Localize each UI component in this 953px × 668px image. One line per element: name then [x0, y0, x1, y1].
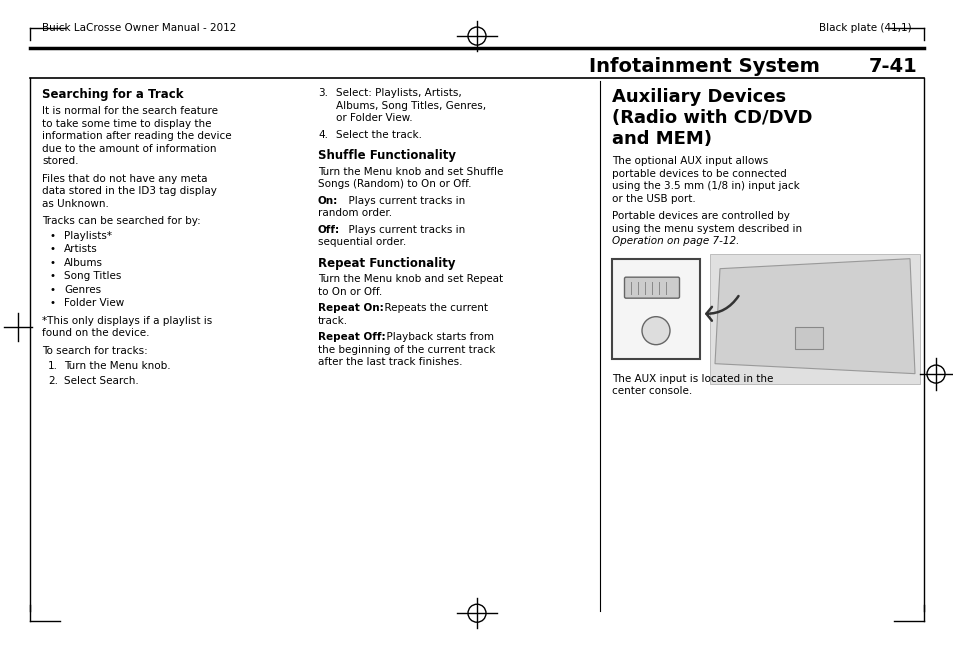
Polygon shape [714, 259, 914, 373]
Text: Plays current tracks in: Plays current tracks in [341, 196, 465, 206]
Text: Turn the Menu knob and set Repeat: Turn the Menu knob and set Repeat [317, 274, 502, 284]
Text: Searching for a Track: Searching for a Track [42, 88, 183, 101]
Text: Black plate (41,1): Black plate (41,1) [819, 23, 911, 33]
Text: (Radio with CD/DVD: (Radio with CD/DVD [612, 109, 812, 127]
Text: using the 3.5 mm (1/8 in) input jack: using the 3.5 mm (1/8 in) input jack [612, 181, 799, 191]
Text: The optional AUX input allows: The optional AUX input allows [612, 156, 767, 166]
Text: Plays current tracks in: Plays current tracks in [341, 224, 465, 234]
Text: stored.: stored. [42, 156, 78, 166]
Text: 1.: 1. [48, 361, 58, 371]
Text: Select: Playlists, Artists,: Select: Playlists, Artists, [335, 88, 461, 98]
Text: *This only displays if a playlist is: *This only displays if a playlist is [42, 316, 212, 326]
Text: due to the amount of information: due to the amount of information [42, 144, 216, 154]
Text: Files that do not have any meta: Files that do not have any meta [42, 174, 208, 184]
Text: Auxiliary Devices: Auxiliary Devices [612, 88, 785, 106]
Text: Albums: Albums [64, 258, 103, 268]
Bar [794, 327, 822, 349]
Text: Shuffle Functionality: Shuffle Functionality [317, 149, 456, 162]
Text: information after reading the device: information after reading the device [42, 131, 232, 141]
Text: Repeats the current: Repeats the current [377, 303, 488, 313]
Text: Repeat On:: Repeat On: [317, 303, 383, 313]
Circle shape [641, 317, 669, 345]
Text: Select the track.: Select the track. [335, 130, 421, 140]
Text: to take some time to display the: to take some time to display the [42, 119, 212, 129]
Text: center console.: center console. [612, 386, 692, 396]
Text: To search for tracks:: To search for tracks: [42, 345, 148, 355]
Text: found on the device.: found on the device. [42, 328, 150, 338]
Text: Tracks can be searched for by:: Tracks can be searched for by: [42, 216, 200, 226]
Text: track.: track. [317, 316, 348, 326]
Text: Repeat Functionality: Repeat Functionality [317, 257, 455, 270]
Text: after the last track finishes.: after the last track finishes. [317, 357, 462, 367]
Text: Infotainment System: Infotainment System [589, 57, 820, 75]
Text: Songs (Random) to On or Off.: Songs (Random) to On or Off. [317, 179, 471, 189]
Text: On:: On: [317, 196, 338, 206]
Text: •: • [50, 258, 56, 268]
Text: sequential order.: sequential order. [317, 237, 406, 247]
Text: Buick LaCrosse Owner Manual - 2012: Buick LaCrosse Owner Manual - 2012 [42, 23, 236, 33]
Text: portable devices to be connected: portable devices to be connected [612, 169, 786, 178]
Text: •: • [50, 230, 56, 240]
Text: Turn the Menu knob.: Turn the Menu knob. [64, 361, 171, 371]
Text: or Folder View.: or Folder View. [335, 113, 413, 123]
Text: to On or Off.: to On or Off. [317, 287, 382, 297]
Text: 2.: 2. [48, 375, 58, 385]
Text: Folder View: Folder View [64, 298, 124, 308]
Text: Off:: Off: [317, 224, 340, 234]
Text: It is normal for the search feature: It is normal for the search feature [42, 106, 218, 116]
Text: Portable devices are controlled by: Portable devices are controlled by [612, 211, 789, 221]
Text: •: • [50, 285, 56, 295]
Text: 3.: 3. [317, 88, 328, 98]
FancyBboxPatch shape [624, 277, 679, 298]
Text: 7-41: 7-41 [868, 57, 917, 75]
Text: Song Titles: Song Titles [64, 271, 121, 281]
Text: Repeat Off:: Repeat Off: [317, 332, 385, 342]
Text: Albums, Song Titles, Genres,: Albums, Song Titles, Genres, [335, 101, 486, 111]
Text: using the menu system described in: using the menu system described in [612, 224, 801, 234]
Text: Playback starts from: Playback starts from [379, 332, 494, 342]
Text: Operation on page 7-12.: Operation on page 7-12. [612, 236, 739, 246]
Text: and MEM): and MEM) [612, 130, 711, 148]
Text: data stored in the ID3 tag display: data stored in the ID3 tag display [42, 186, 216, 196]
Text: Genres: Genres [64, 285, 101, 295]
Text: random order.: random order. [317, 208, 392, 218]
Bar [612, 259, 700, 359]
Text: as Unknown.: as Unknown. [42, 198, 109, 208]
Text: Playlists*: Playlists* [64, 230, 112, 240]
Text: •: • [50, 298, 56, 308]
Text: •: • [50, 244, 56, 255]
Text: •: • [50, 271, 56, 281]
Text: the beginning of the current track: the beginning of the current track [317, 345, 495, 355]
Text: Artists: Artists [64, 244, 97, 255]
Text: 4.: 4. [317, 130, 328, 140]
Text: Turn the Menu knob and set Shuffle: Turn the Menu knob and set Shuffle [317, 167, 503, 176]
Text: or the USB port.: or the USB port. [612, 194, 695, 204]
Text: Select Search.: Select Search. [64, 375, 138, 385]
Text: The AUX input is located in the: The AUX input is located in the [612, 373, 773, 383]
Bar [709, 254, 919, 383]
